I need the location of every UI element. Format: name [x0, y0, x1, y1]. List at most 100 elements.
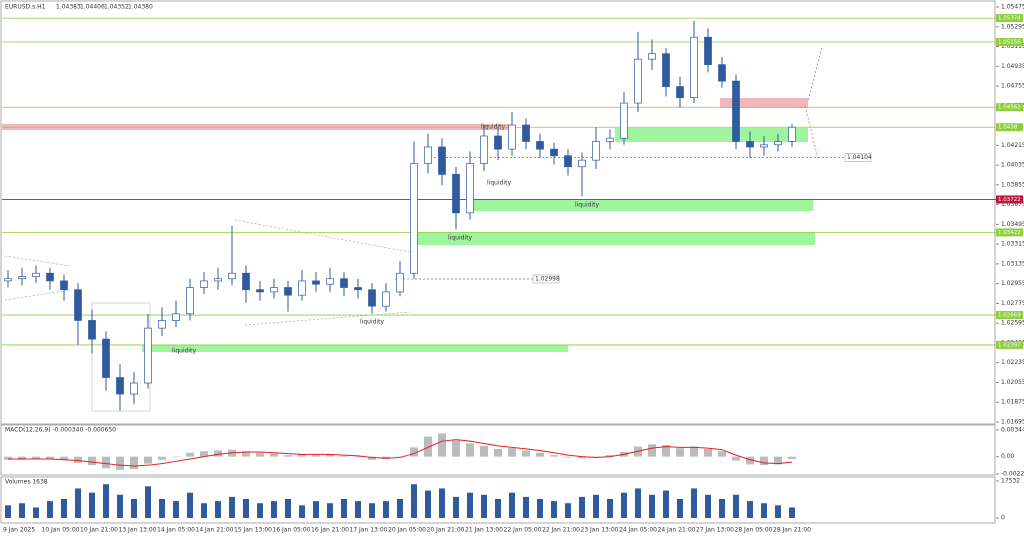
- x-tick-label: 13 Jan 13:00: [119, 527, 157, 534]
- candle-body: [480, 135, 488, 164]
- candle-body: [60, 280, 68, 291]
- volume-bar: [327, 503, 333, 518]
- volume-bar: [285, 499, 291, 518]
- macd-bar: [536, 452, 544, 457]
- macd-bar: [32, 456, 40, 459]
- candle-body: [46, 272, 54, 282]
- y-tick-label: 1.05295: [1001, 23, 1024, 30]
- volume-bar: [187, 492, 193, 518]
- volume-bar: [215, 501, 221, 518]
- x-tick-label: 21 Jan 13:00: [465, 527, 503, 534]
- y-tick-label: 1.05115: [1001, 43, 1024, 50]
- macd-title: MACD(12,26,9) -0.000340 -0.000650: [5, 427, 116, 434]
- macd-bar: [312, 455, 320, 457]
- volume-bar: [243, 499, 249, 518]
- volume-bar: [565, 503, 571, 518]
- volume-bar: [481, 494, 487, 518]
- y-tick-label: 1.04755: [1001, 83, 1024, 90]
- x-tick-label: 20 Jan 05:00: [388, 527, 426, 534]
- level-label: 1.02669: [998, 313, 1021, 319]
- zone-label: liquidity: [172, 348, 196, 355]
- candle-body: [102, 338, 110, 378]
- volume-tick-label: 0: [1001, 515, 1005, 522]
- candle-body: [256, 289, 264, 293]
- candle-body: [606, 137, 614, 142]
- candle-body: [564, 155, 572, 168]
- y-tick-label: 1.03855: [1001, 181, 1024, 188]
- candle-body: [354, 287, 362, 291]
- macd-bar: [200, 451, 208, 457]
- level-tag: [996, 14, 1023, 23]
- macd-bar: [690, 446, 698, 457]
- volume-bar: [145, 486, 151, 518]
- macd-bar: [340, 455, 348, 457]
- candle-body: [592, 141, 600, 161]
- candle-body: [130, 382, 138, 395]
- candle-body: [368, 289, 376, 307]
- candle-body: [732, 80, 740, 142]
- header-value: 1.04406: [80, 4, 105, 11]
- macd-tick-label: 0.003443: [1001, 427, 1024, 434]
- candle-body: [536, 141, 544, 150]
- candle-body: [326, 278, 334, 285]
- volume-bar: [467, 492, 473, 518]
- volume-bar: [621, 492, 627, 518]
- level-label: 1.03422: [998, 230, 1021, 236]
- price-pane: [0, 0, 996, 425]
- x-tick-label: 20 Jan 21:00: [427, 527, 465, 534]
- candle-body: [18, 276, 26, 280]
- level-tag: [996, 195, 1023, 204]
- candle-body: [4, 278, 12, 282]
- volume-bar: [677, 499, 683, 518]
- volume-bar: [691, 488, 697, 518]
- x-tick-label: 16 Jan 21:00: [311, 527, 349, 534]
- macd-bar: [494, 448, 502, 457]
- candle-body: [382, 291, 390, 307]
- y-tick-label: 1.04215: [1001, 142, 1024, 149]
- macd-bar: [452, 440, 460, 457]
- zone-label: liquidity: [575, 202, 599, 209]
- x-tick-label: 14 Jan 05:00: [157, 527, 195, 534]
- x-tick-label: 14 Jan 21:00: [196, 527, 234, 534]
- zone-demand: [468, 200, 813, 211]
- y-tick-label: 1.03495: [1001, 221, 1024, 228]
- macd-bar: [186, 452, 194, 457]
- volume-bar: [397, 499, 403, 518]
- x-tick-label: 27 Jan 13:00: [696, 527, 734, 534]
- macd-bar: [732, 456, 740, 461]
- macd-bar: [564, 456, 572, 458]
- candle-body: [340, 278, 348, 288]
- volume-bar: [173, 501, 179, 518]
- candle-body: [144, 327, 152, 384]
- y-tick-label: 1.04035: [1001, 162, 1024, 169]
- volume-bar: [201, 503, 207, 518]
- price-mark-box: [532, 274, 560, 284]
- candle-body: [522, 124, 530, 142]
- volume-bar: [775, 505, 781, 518]
- macd-bar: [242, 451, 250, 457]
- macd-bar: [774, 456, 782, 465]
- macd-bar: [214, 450, 222, 457]
- x-tick-label: 15 Jan 13:00: [234, 527, 272, 534]
- macd-bar: [410, 447, 418, 457]
- volume-bar: [75, 488, 81, 518]
- level-tag: [996, 311, 1023, 320]
- y-tick-label: 1.05475: [1001, 4, 1024, 11]
- level-tag: [996, 123, 1023, 132]
- volume-bar: [761, 503, 767, 518]
- zone-demand: [410, 232, 815, 245]
- y-tick-label: 1.01875: [1001, 399, 1024, 406]
- macd-bar: [522, 450, 530, 457]
- candle-body: [634, 58, 642, 104]
- macd-bar: [438, 433, 446, 457]
- macd-bar: [74, 456, 82, 463]
- candle-body: [284, 287, 292, 296]
- macd-bar: [746, 456, 754, 465]
- macd-bar: [676, 448, 684, 457]
- level-label: 1.04562: [998, 105, 1021, 111]
- candle-body: [620, 102, 628, 139]
- volume-bar: [439, 488, 445, 518]
- volume-title: Volumes 1638: [5, 479, 48, 486]
- volume-bar: [33, 507, 39, 518]
- header: EURUSD.s.H1: [5, 4, 46, 11]
